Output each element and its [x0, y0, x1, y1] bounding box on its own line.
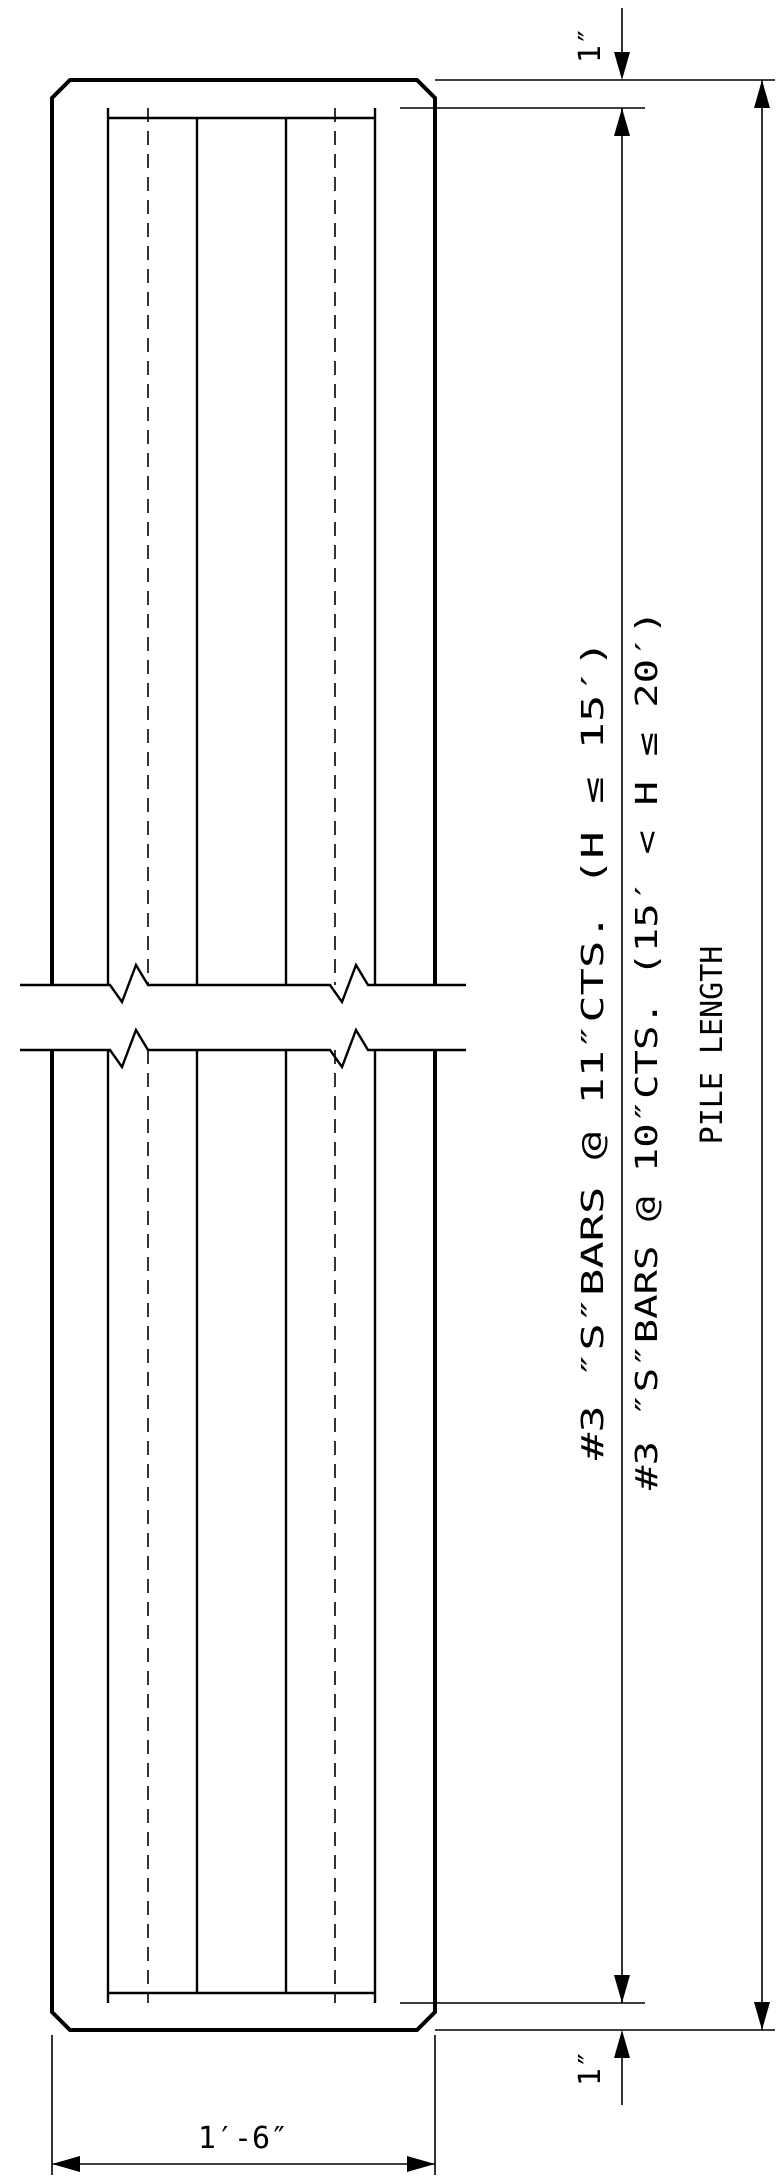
reinforcement-lower	[106, 1050, 377, 2003]
arrow-pile-top	[754, 80, 770, 108]
arrow-width-left	[52, 2156, 80, 2172]
arrow-bar-bottom	[614, 1975, 630, 2003]
width-dimension: 1′-6″	[52, 2121, 435, 2172]
upper-break-line	[20, 962, 466, 1005]
arrow-width-right	[407, 2156, 435, 2172]
bar-note-2: #3 ″S″BARS @ 10″CTS. (15′ < H ≤ 20′)	[630, 610, 665, 1490]
lower-break-line	[20, 1027, 466, 1070]
bar-note-1: #3 ″S″BARS @ 11″CTS. (H ≤ 15′)	[576, 640, 611, 1460]
bar-length-dimension	[614, 108, 630, 2003]
pile-length-label: PILE LENGTH	[695, 946, 730, 1145]
arrow-pile-bottom	[754, 2002, 770, 2030]
top-cover-dimension: 1″	[573, 8, 630, 128]
width-label: 1′-6″	[198, 2121, 288, 2156]
extension-lines	[51, 79, 775, 2175]
bottom-cover-label: 1″	[573, 2050, 608, 2086]
pile-outline-bottom	[50, 1050, 437, 2032]
arrow-bar-top	[614, 108, 630, 136]
reinforcement-upper	[106, 108, 377, 985]
pile-outline	[50, 78, 437, 2032]
arrow-top-cover	[614, 52, 630, 80]
pile-outline-top	[50, 78, 437, 985]
top-cover-label: 1″	[573, 27, 608, 63]
bar-spacing-notes: #3 ″S″BARS @ 11″CTS. (H ≤ 15′) #3 ″S″BAR…	[576, 610, 665, 1490]
pile-length-dimension: PILE LENGTH	[695, 80, 770, 2030]
break-lines	[20, 962, 466, 1070]
